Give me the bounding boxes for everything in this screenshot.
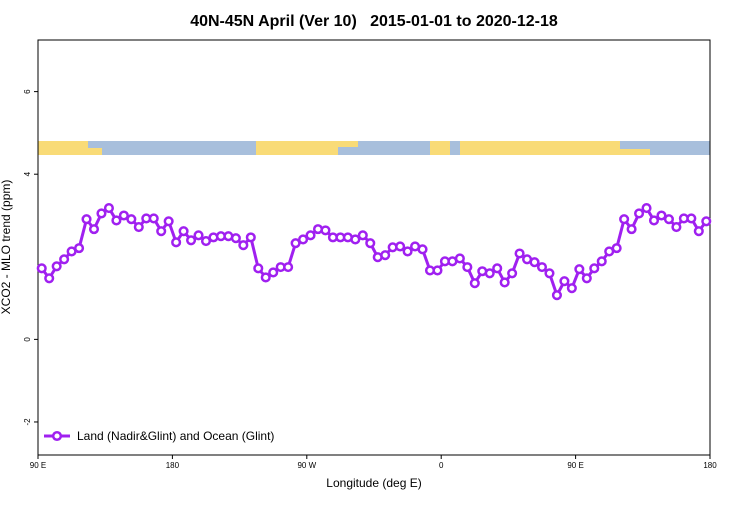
data-point (626, 224, 637, 235)
data-point (581, 273, 592, 284)
x-tick-label: 180 (166, 461, 180, 470)
x-tick-label: 90 E (30, 461, 46, 470)
data-point (51, 261, 62, 272)
data-point (559, 276, 570, 287)
data-point (529, 257, 540, 268)
data-point (663, 214, 674, 225)
data-point (36, 263, 47, 274)
data-point (156, 226, 167, 237)
data-point (268, 267, 279, 278)
data-point (230, 233, 241, 244)
data-point (656, 210, 667, 221)
data-point (596, 256, 607, 267)
data-point (484, 268, 495, 279)
data-point (648, 215, 660, 226)
data-point (499, 277, 510, 288)
data-point (544, 268, 555, 279)
data-point (238, 240, 249, 251)
plot-frame (37, 39, 711, 456)
data-point (245, 232, 256, 243)
data-point (417, 244, 428, 255)
y-tick-label: 0 (23, 337, 32, 342)
data-point (574, 264, 585, 275)
data-point (148, 213, 159, 224)
data-point (74, 243, 85, 254)
data-point (133, 222, 144, 233)
data-point (492, 263, 503, 274)
data-point (163, 216, 174, 227)
data-point (290, 238, 301, 249)
data-point (671, 222, 682, 233)
x-tick-label: 180 (703, 461, 717, 470)
land-ocean-strip (38, 141, 710, 155)
data-point (395, 241, 406, 252)
data-point (402, 246, 413, 257)
data-point (44, 273, 55, 284)
data-point (634, 208, 645, 219)
data-point (619, 214, 630, 225)
x-axis-label: Longitude (deg E) (326, 476, 421, 490)
data-point (81, 214, 92, 225)
data-point (283, 262, 294, 273)
data-point (611, 243, 622, 254)
y-axis-label: XCO2 - MLO trend (ppm) (0, 180, 13, 315)
data-point (514, 248, 525, 259)
legend-label: Land (Nadir&Glint) and Ocean (Glint) (77, 429, 274, 443)
data-point (253, 263, 264, 274)
data-point (96, 208, 107, 219)
data-point (305, 230, 316, 241)
x-tick-label: 90 E (567, 461, 583, 470)
data-point (178, 226, 189, 237)
data-point (118, 210, 129, 221)
data-point (693, 226, 704, 237)
data-point (566, 283, 577, 294)
data-point (59, 254, 70, 265)
data-point (462, 262, 473, 273)
data-point (171, 237, 182, 248)
chart-title: 40N-45N April (Ver 10) 2015-01-01 to 202… (190, 13, 558, 30)
data-point (551, 290, 562, 301)
data-point (298, 234, 309, 245)
data-point (701, 216, 712, 227)
legend-marker (51, 430, 63, 442)
y-tick-label: 4 (23, 171, 32, 176)
data-point (350, 234, 361, 245)
data-point (88, 224, 100, 235)
x-tick-label: 90 W (297, 461, 316, 470)
data-point (454, 253, 465, 264)
data-point (186, 235, 197, 246)
data-point (103, 203, 114, 214)
data-point (469, 278, 480, 289)
data-point (357, 230, 368, 241)
data-point (111, 215, 122, 226)
data-point (320, 225, 331, 236)
y-tick-label: -2 (23, 418, 32, 426)
x-tick-label: 0 (439, 461, 444, 470)
data-point (432, 265, 443, 276)
data-point (380, 250, 391, 261)
data-point (260, 272, 271, 283)
data-point (686, 213, 697, 224)
data-point (641, 203, 652, 214)
data-point (507, 268, 518, 279)
data-point (193, 230, 204, 241)
data-point (126, 214, 137, 225)
data-point (589, 263, 600, 274)
data-point (365, 238, 376, 249)
y-tick-label: 6 (23, 89, 32, 94)
data-point (200, 236, 212, 247)
data-point (536, 262, 548, 273)
